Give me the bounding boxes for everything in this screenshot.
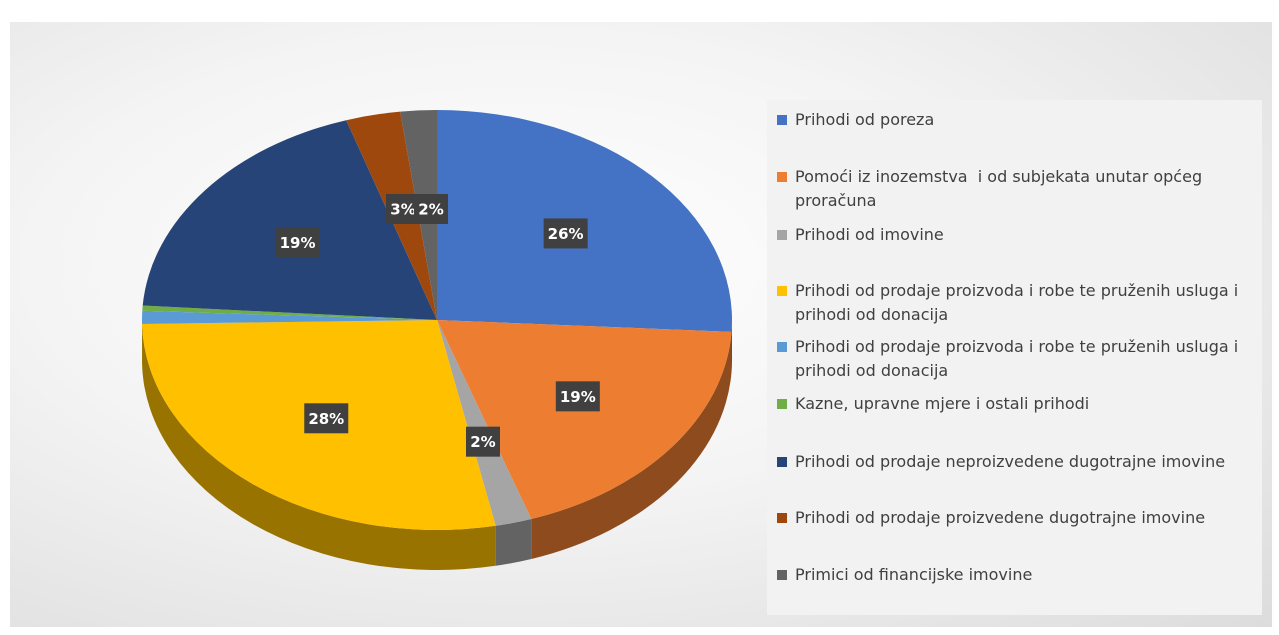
legend-swatch	[777, 570, 787, 580]
slice	[142, 310, 437, 324]
slice-side	[142, 323, 496, 570]
legend-label: Prihodi od imovine	[795, 225, 944, 244]
legend-item: Prihodi od prodaje proizvedene dugotrajn…	[777, 506, 1247, 530]
legend-item: Primici od financijske imovine	[777, 563, 1247, 587]
legend-item: Pomoći iz inozemstva i od subjekata unut…	[777, 165, 1247, 213]
legend-swatch	[777, 230, 787, 240]
legend-item: Prihodi od poreza	[777, 108, 1247, 132]
data-label-box	[414, 194, 448, 224]
legend-label: Prihodi od prodaje proizvoda i robe te p…	[795, 281, 1244, 324]
data-label: 2%	[470, 433, 495, 451]
data-label: 19%	[560, 388, 596, 406]
data-label-box	[555, 381, 600, 412]
legend-swatch	[777, 172, 787, 182]
data-label: 28%	[308, 410, 344, 428]
data-label-box	[543, 218, 588, 249]
legend-label: Kazne, upravne mjere i ostali prihodi	[795, 394, 1090, 413]
legend-item: Prihodi od imovine	[777, 223, 1247, 247]
legend-item: Kazne, upravne mjere i ostali prihodi	[777, 392, 1247, 416]
slice-side	[495, 518, 532, 566]
legend-label: Pomoći iz inozemstva i od subjekata unut…	[795, 167, 1208, 210]
slice	[142, 305, 437, 320]
data-label-box	[304, 403, 349, 434]
legend-swatch	[777, 342, 787, 352]
legend-label: Prihodi od prodaje proizvedene dugotrajn…	[795, 508, 1206, 527]
data-label: 26%	[548, 225, 584, 243]
data-label: 3%	[390, 201, 415, 219]
data-label-box	[275, 227, 320, 258]
legend-swatch	[777, 457, 787, 467]
legend-swatch	[777, 513, 787, 523]
legend: Prihodi od poreza Pomoći iz inozemstva i …	[767, 100, 1262, 615]
data-label: 19%	[280, 234, 316, 252]
legend-label: Prihodi od prodaje proizvoda i robe te p…	[795, 337, 1244, 380]
legend-item: Prihodi od prodaje proizvoda i robe te p…	[777, 335, 1247, 383]
slice	[437, 320, 732, 519]
slice	[437, 320, 532, 526]
legend-swatch	[777, 286, 787, 296]
slice	[142, 120, 437, 320]
legend-label: Prihodi od poreza	[795, 110, 935, 129]
slice-side	[531, 331, 732, 559]
data-label: 2%	[418, 201, 443, 219]
legend-item: Prihodi od prodaje proizvoda i robe te p…	[777, 279, 1247, 327]
data-label-box	[465, 426, 500, 457]
legend-swatch	[777, 115, 787, 125]
legend-item: Prihodi od prodaje neproizvedene dugotra…	[777, 450, 1247, 474]
legend-label: Primici od financijske imovine	[795, 565, 1033, 584]
legend-label: Prihodi od prodaje neproizvedene dugotra…	[795, 452, 1226, 471]
legend-swatch	[777, 399, 787, 409]
